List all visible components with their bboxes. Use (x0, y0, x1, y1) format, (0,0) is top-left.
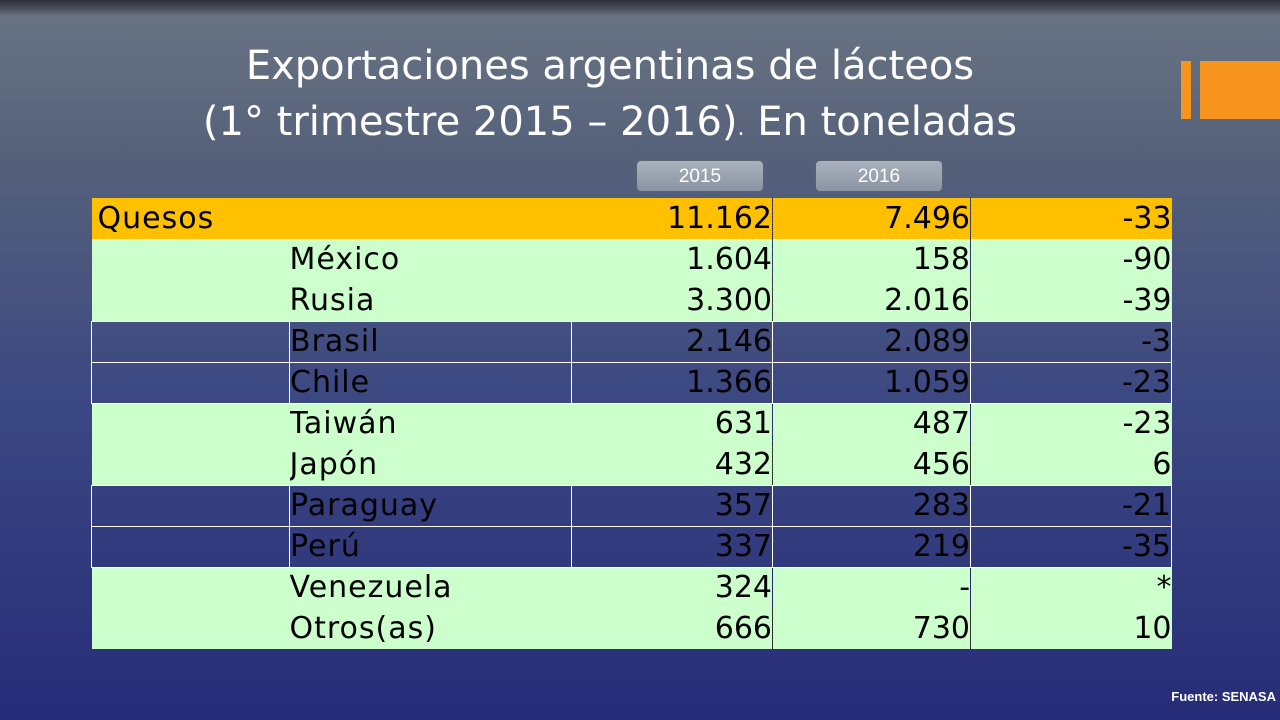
empty-cell (91, 484, 290, 527)
empty-cell (91, 567, 290, 608)
country-name: Paraguay (288, 484, 573, 527)
table-row: Paraguay 357 283 -21 (91, 484, 1173, 527)
cell-2016: 2.016 (772, 280, 972, 321)
table-row: Perú 337 219 -35 (91, 525, 1173, 568)
year-tab-2016: 2016 (815, 160, 943, 192)
cell-2016: 456 (772, 444, 972, 485)
exports-table: Quesos 11.162 7.496 -33 México 1.604 158 -9… (91, 198, 1173, 649)
slide-title-line-1: Exportaciones argentinas de lácteos (245, 43, 975, 89)
country-name: Rusia (289, 280, 572, 321)
cell-variation: * (970, 567, 1172, 608)
cell-2016: 730 (772, 608, 972, 649)
cell-2015: 1.604 (571, 239, 774, 280)
empty-cell (91, 444, 290, 485)
cell-2015: 2.146 (571, 320, 774, 363)
cell-2015: 337 (571, 525, 774, 568)
category-label: Quesos (91, 198, 572, 239)
accent-bar-decoration (1181, 61, 1191, 119)
empty-cell (91, 608, 290, 649)
year-tab-2015: 2015 (636, 160, 764, 192)
cell-2016: 487 (772, 403, 972, 444)
cell-2015: 3.300 (571, 280, 774, 321)
cell-variation: -35 (970, 525, 1173, 568)
cell-variation: -90 (970, 239, 1172, 280)
cell-2015: 324 (571, 567, 774, 608)
cell-variation: 10 (970, 608, 1172, 649)
title-period: (1° trimestre 2015 – 2016) (202, 99, 738, 145)
cell-variation: -3 (970, 320, 1173, 363)
empty-cell (91, 280, 290, 321)
cell-2015: 1.366 (571, 361, 774, 404)
cell-variation: -23 (970, 403, 1172, 444)
empty-cell (91, 525, 290, 568)
cell-variation: -23 (970, 361, 1173, 404)
empty-cell (91, 320, 290, 363)
cell-variation: 6 (970, 444, 1172, 485)
cell-variation: -39 (970, 280, 1172, 321)
top-shadow-bar (0, 0, 1280, 16)
cell-variation: -21 (970, 484, 1173, 527)
table-row-quesos: Quesos 11.162 7.496 -33 (91, 198, 1172, 239)
table-row: Rusia 3.300 2.016 -39 (91, 280, 1172, 321)
country-name: Brasil (288, 320, 573, 363)
slide-title-line-2: (1° trimestre 2015 – 2016). En toneladas (130, 96, 1090, 155)
table-row: Chile 1.366 1.059 -23 (91, 361, 1173, 404)
country-name: Chile (288, 361, 573, 404)
country-name: Perú (288, 525, 573, 568)
table-row: Brasil 2.146 2.089 -3 (91, 320, 1173, 363)
country-name: Venezuela (289, 567, 572, 608)
cell-2015: 357 (571, 484, 774, 527)
cell-2015: 11.162 (571, 198, 774, 239)
empty-cell (91, 239, 290, 280)
table-row: Taiwán 631 487 -23 (91, 403, 1172, 444)
cell-variation: -33 (970, 198, 1172, 239)
accent-block-decoration (1200, 61, 1280, 119)
country-name: Otros(as) (289, 608, 572, 649)
cell-2015: 631 (571, 403, 774, 444)
cell-2016: 283 (772, 484, 972, 527)
empty-cell (91, 403, 290, 444)
title-separator: . (737, 116, 745, 141)
table-row: Otros(as) 666 730 10 (91, 608, 1172, 649)
cell-2016: 219 (772, 525, 972, 568)
country-name: México (289, 239, 572, 280)
cell-2016: 1.059 (772, 361, 972, 404)
title-unit: En toneladas (744, 99, 1018, 145)
table-row: México 1.604 158 -90 (91, 239, 1172, 280)
table-row: Venezuela 324- * (91, 567, 1172, 608)
cell-2016: 158 (772, 239, 972, 280)
cell-2015: 432 (571, 444, 774, 485)
cell-2016: - (772, 567, 972, 608)
cell-2015: 666 (571, 608, 774, 649)
cell-2016: 2.089 (772, 320, 972, 363)
table-row: Japón 432 456 6 (91, 444, 1172, 485)
empty-cell (91, 361, 290, 404)
source-note: Fuente: SENASA (1171, 689, 1276, 704)
cell-2016: 7.496 (772, 198, 972, 239)
country-name: Taiwán (289, 403, 572, 444)
country-name: Japón (289, 444, 572, 485)
